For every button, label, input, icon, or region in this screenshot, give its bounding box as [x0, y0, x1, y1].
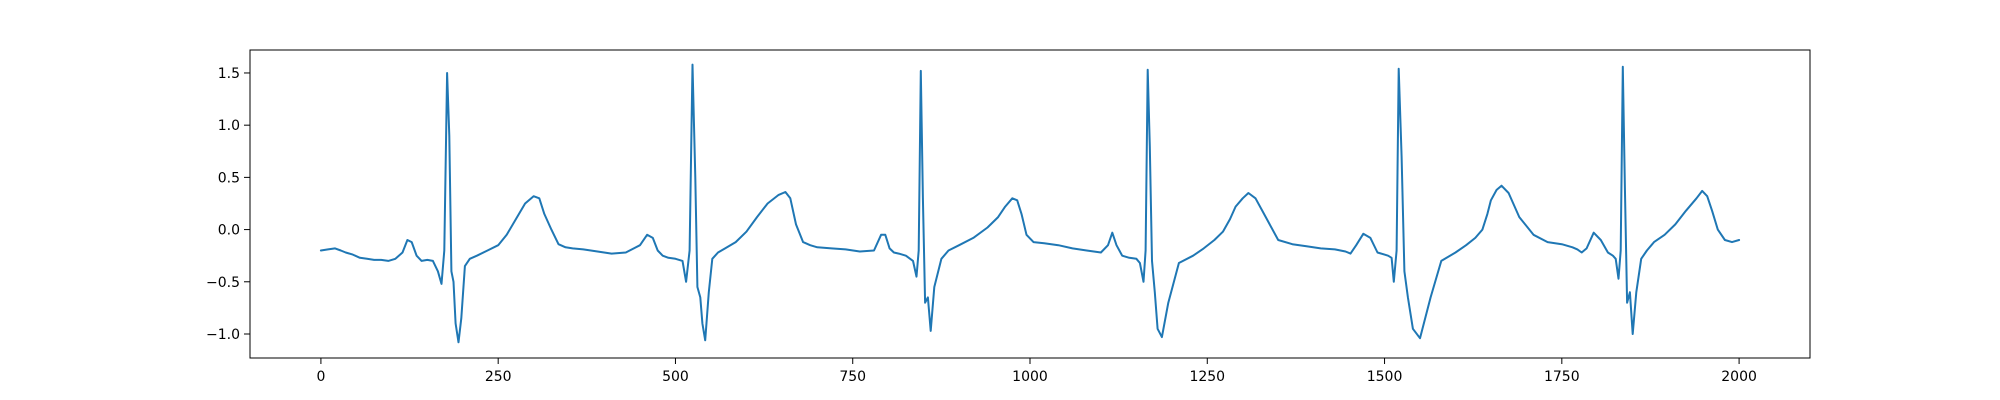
- y-tick-label: 0.5: [218, 170, 240, 186]
- x-tick-label: 500: [662, 369, 689, 385]
- y-tick-label: 0.0: [218, 223, 240, 239]
- plot-frame: [249, 49, 1811, 359]
- x-axis: 0 250 500 750 1000 1250 1500 1750 2000: [316, 358, 1757, 385]
- y-tick-label: 1.0: [218, 118, 240, 134]
- x-tick-label: 250: [485, 369, 512, 385]
- x-tick-label: 0: [316, 369, 325, 385]
- x-tick-label: 2000: [1721, 369, 1757, 385]
- x-tick-label: 1500: [1367, 369, 1403, 385]
- signal-series-line: [319, 63, 1741, 344]
- y-tick-label: −1.0: [206, 327, 240, 343]
- x-tick-label: 1750: [1544, 369, 1580, 385]
- y-tick-label: −0.5: [206, 275, 240, 291]
- x-tick-label: 1250: [1189, 369, 1225, 385]
- y-axis: −1.0 −0.5 0.0 0.5 1.0 1.5: [206, 66, 250, 343]
- y-tick-label: 1.5: [218, 66, 240, 82]
- x-tick-label: 1000: [1012, 369, 1048, 385]
- x-tick-label: 750: [839, 369, 866, 385]
